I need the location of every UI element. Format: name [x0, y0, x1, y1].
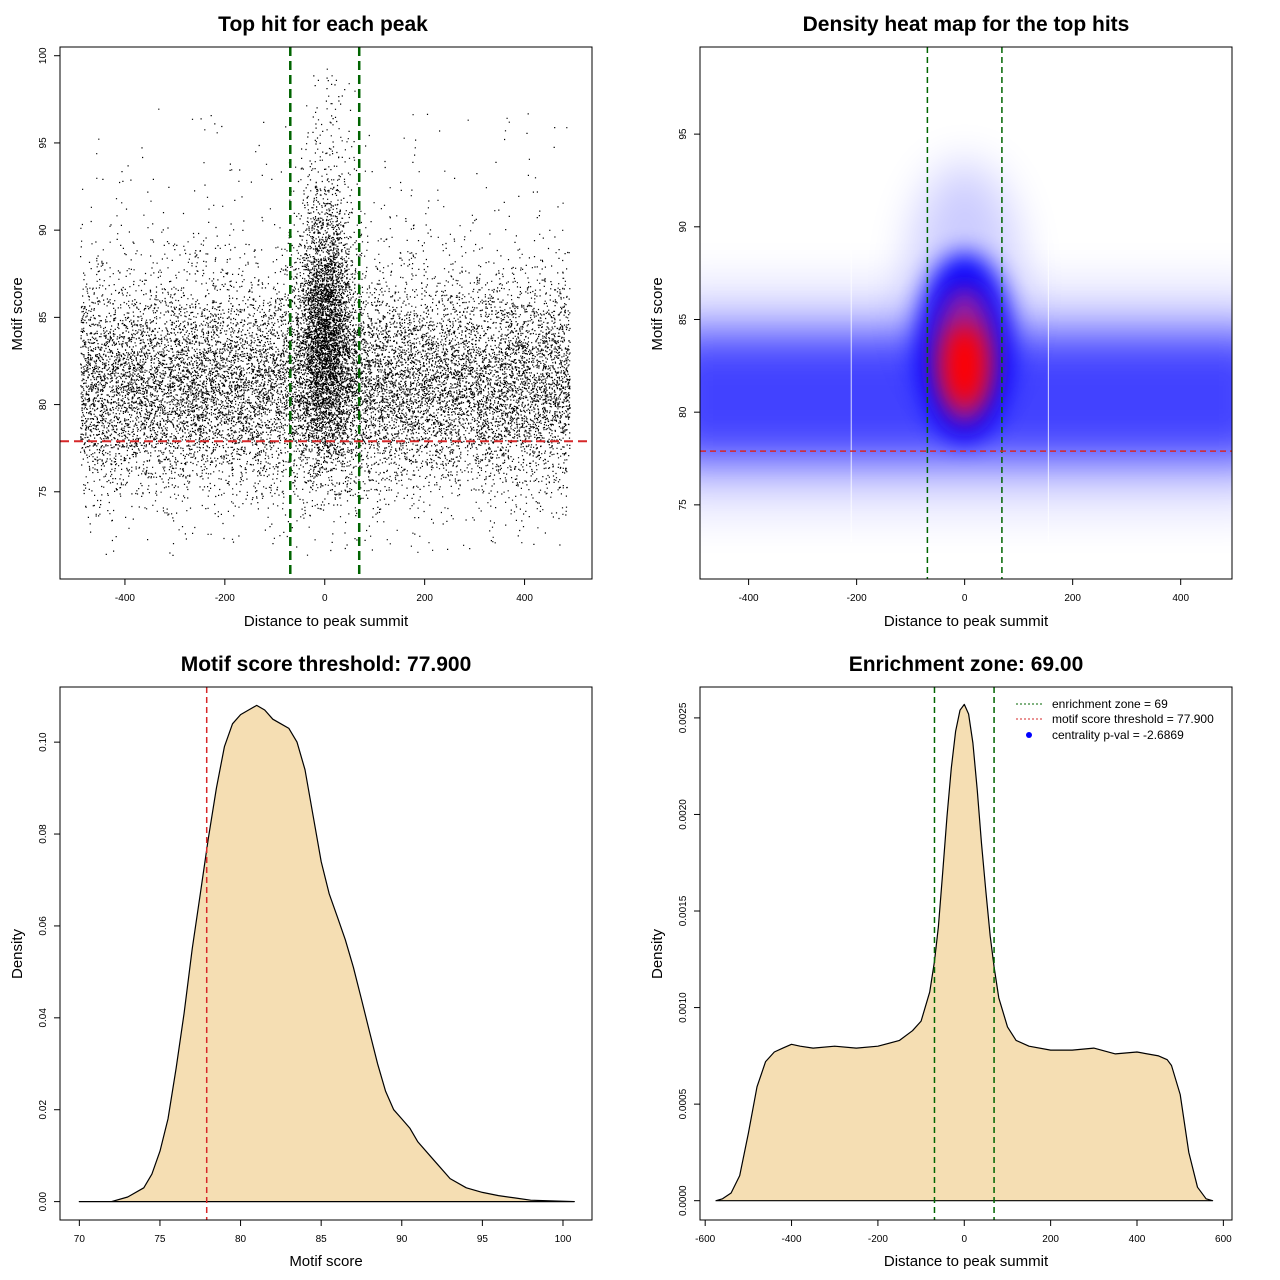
scatter-x-tick-label: 0: [322, 593, 328, 604]
distance-density-x-tick-label: -200: [868, 1234, 888, 1245]
score-density-y-tick-label: 0.08: [38, 824, 49, 844]
distance-density-curve: [715, 703, 1214, 1202]
scatter-x-label: Distance to peak summit: [244, 613, 409, 630]
distance-density-panel: Enrichment zone: 69.00 Distance to peak …: [649, 653, 1233, 1270]
heatmap-x-tick-label: 200: [1064, 593, 1081, 604]
score-density-x-tick-label: 85: [316, 1234, 328, 1245]
scatter-y-tick-label: 85: [38, 311, 49, 323]
score-density-y-tick-label: 0.02: [38, 1100, 49, 1120]
heatmap-core: [942, 323, 987, 408]
legend-centrality-label: centrality p-val = -2.6869: [1052, 728, 1184, 742]
scatter-y-tick-label: 80: [38, 399, 49, 411]
distance-density-x-tick-label: 0: [961, 1234, 967, 1245]
distance-density-y-tick-label: 0.0015: [678, 895, 689, 926]
scatter-x-tick-label: -200: [215, 593, 235, 604]
score-density-x-tick-label: 95: [477, 1234, 489, 1245]
heatmap-y-tick-label: 75: [678, 499, 689, 511]
score-density-x-tick-label: 75: [154, 1234, 166, 1245]
legend-enrichment-label: enrichment zone = 69: [1052, 697, 1168, 711]
distance-density-y-tick-label: 0.0010: [678, 992, 689, 1023]
scatter-y-tick-label: 95: [38, 137, 49, 149]
scatter-y-tick-label: 90: [38, 224, 49, 236]
distance-density-x-tick-label: 400: [1129, 1234, 1146, 1245]
distance-density-y-tick-label: 0.0020: [678, 799, 689, 830]
distance-density-y-tick-label: 0.0005: [678, 1088, 689, 1119]
heatmap-x-tick-label: -200: [847, 593, 867, 604]
scatter-x-tick-label: 400: [516, 593, 533, 604]
heatmap-y-tick-label: 80: [678, 406, 689, 418]
heatmap-x-tick-label: 400: [1172, 593, 1189, 604]
distance-density-y-tick-label: 0.0025: [678, 702, 689, 733]
distance-density-x-label: Distance to peak summit: [884, 1253, 1049, 1270]
distance-density-y-label: Density: [649, 928, 666, 979]
heatmap-y-tick-label: 90: [678, 221, 689, 233]
scatter-y-label: Motif score: [9, 277, 26, 350]
scatter-panel: Top hit for each peak Distance to peak s…: [9, 13, 593, 630]
score-density-y-tick-label: 0.10: [38, 732, 49, 752]
score-density-x-tick-label: 80: [235, 1234, 247, 1245]
scatter-x-tick-label: -400: [115, 593, 135, 604]
score-density-x-label: Motif score: [289, 1253, 362, 1270]
distance-density-x-tick-label: 600: [1215, 1234, 1232, 1245]
scatter-x-tick-label: 200: [416, 593, 433, 604]
heatmap-y-tick-label: 85: [678, 313, 689, 325]
heatmap-panel: Density heat map for the top hits Distan…: [649, 13, 1233, 630]
heatmap-y-tick-label: 95: [678, 128, 689, 140]
heatmap-y-label: Motif score: [649, 277, 666, 350]
score-density-title: Motif score threshold: 77.900: [181, 653, 472, 676]
heatmap-title: Density heat map for the top hits: [803, 13, 1130, 36]
score-density-x-tick-label: 90: [396, 1234, 408, 1245]
distance-density-y-tick-label: 0.0000: [678, 1185, 689, 1216]
distance-density-title: Enrichment zone: 69.00: [849, 653, 1084, 676]
distance-density-x-tick-label: 200: [1042, 1234, 1059, 1245]
scatter-y-tick-label: 100: [38, 47, 49, 64]
heatmap-plot-frame: [699, 46, 1233, 580]
scatter-title: Top hit for each peak: [218, 13, 428, 36]
score-density-panel: Motif score threshold: 77.900 Motif scor…: [9, 653, 593, 1270]
score-density-curve: [78, 704, 575, 1203]
score-density-plot-frame: [59, 686, 593, 1221]
scatter-y-tick-label: 75: [38, 486, 49, 498]
score-density-y-tick-label: 0.00: [38, 1191, 49, 1211]
heatmap-x-tick-label: 0: [962, 593, 968, 604]
legend-threshold-label: motif score threshold = 77.900: [1052, 712, 1214, 726]
heatmap-x-label: Distance to peak summit: [884, 613, 1049, 630]
score-density-x-tick-label: 70: [74, 1234, 86, 1245]
distance-density-x-tick-label: -400: [782, 1234, 802, 1245]
score-density-y-tick-label: 0.04: [38, 1008, 49, 1028]
legend-centrality-marker: [1026, 732, 1032, 738]
distance-density-plot-frame: [699, 686, 1233, 1221]
heatmap-density: [700, 47, 1232, 579]
scatter-plot-frame: [59, 46, 593, 580]
legend: enrichment zone = 69 motif score thresho…: [1016, 697, 1214, 742]
score-density-y-label: Density: [9, 928, 26, 979]
heatmap-x-tick-label: -400: [739, 593, 759, 604]
distance-density-x-tick-label: -600: [695, 1234, 715, 1245]
score-density-y-tick-label: 0.06: [38, 916, 49, 936]
score-density-x-tick-label: 100: [555, 1234, 572, 1245]
